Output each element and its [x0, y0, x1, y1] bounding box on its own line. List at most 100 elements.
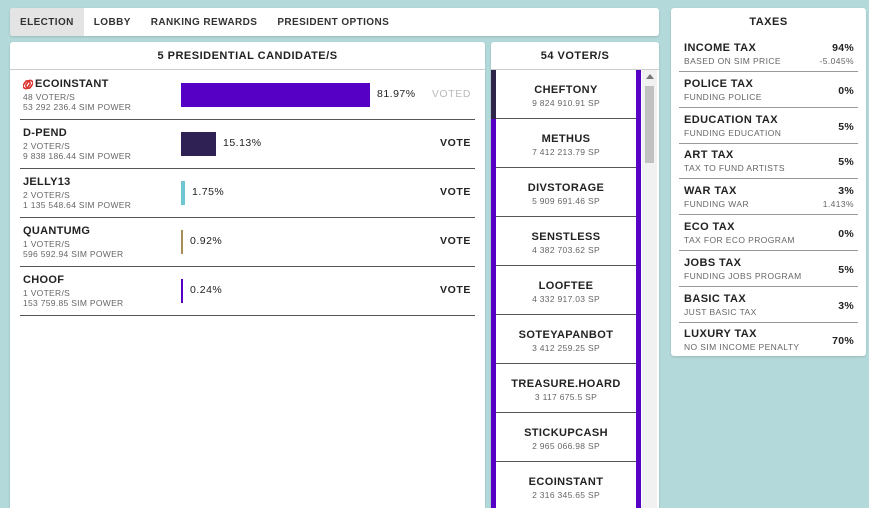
tax-row: ART TAX TAX TO FUND ARTISTS 5% — [679, 143, 858, 180]
tax-value: 0% — [838, 84, 854, 97]
tab-president-options[interactable]: PRESIDENT OPTIONS — [277, 16, 390, 28]
tab-ranking-rewards[interactable]: RANKING REWARDS — [150, 16, 258, 28]
candidate-name-text: ECOINSTANT — [35, 78, 109, 90]
vote-button[interactable]: VOTE — [440, 284, 471, 296]
candidate-voters: 1 VOTER/S — [23, 239, 71, 249]
voter-row[interactable]: DIVSTORAGE 5 909 691.46 SP — [496, 168, 636, 217]
tax-row: BASIC TAX JUST BASIC TAX 3% — [679, 287, 858, 323]
tab-lobby[interactable]: LOBBY — [93, 16, 131, 28]
voter-row[interactable]: STICKUPCASH 2 965 066.98 SP — [496, 413, 636, 462]
tax-description: TAX TO FUND ARTISTS — [684, 163, 785, 174]
voters-header: 54 VOTER/S — [491, 42, 659, 70]
voter-sp: 7 412 213.79 SP — [532, 147, 600, 157]
voter-name: TREASURE.HOARD — [511, 378, 621, 390]
candidate-name-text: D-PEND — [23, 127, 67, 139]
voter-strip-right — [636, 70, 641, 508]
voted-label: VOTED — [431, 88, 471, 100]
tax-name: POLICE TAX — [684, 77, 754, 90]
tax-description: NO SIM INCOME PENALTY — [684, 342, 800, 353]
tax-description: FUNDING EDUCATION — [684, 127, 782, 138]
candidate-name: CHOOF — [23, 274, 64, 286]
candidate-name: D-PEND — [23, 127, 67, 139]
candidate-row: ECOINSTANT 48 VOTER/S 53 292 236.4 SIM P… — [20, 71, 475, 120]
tax-value: 0% — [838, 228, 854, 240]
tax-description: FUNDING POLICE — [684, 91, 762, 102]
candidate-name-text: QUANTUMG — [23, 225, 91, 237]
tax-name: WAR TAX — [684, 185, 737, 198]
voter-row[interactable]: SOTEYAPANBOT 3 412 259.25 SP — [496, 315, 636, 364]
candidate-voters: 2 VOTER/S — [23, 190, 71, 200]
candidate-voters: 1 VOTER/S — [23, 288, 71, 298]
tax-description: FUNDING JOBS PROGRAM — [684, 270, 802, 281]
voter-sp: 4 332 917.03 SP — [532, 294, 600, 304]
tab-election[interactable]: ELECTION — [10, 8, 84, 36]
voter-name: CHEFTONY — [534, 84, 598, 96]
tax-row: POLICE TAX FUNDING POLICE 0% — [679, 72, 858, 108]
voter-row[interactable]: CHEFTONY 9 824 910.91 SP — [496, 70, 636, 119]
scroll-up-icon[interactable] — [646, 74, 654, 79]
candidate-percent: 81.97% — [377, 88, 416, 100]
tax-description: TAX FOR ECO PROGRAM — [684, 235, 795, 245]
candidate-name-text: JELLY13 — [23, 176, 71, 188]
tax-description: JUST BASIC TAX — [684, 306, 757, 317]
tax-name: JOBS TAX — [684, 256, 742, 269]
voter-sp: 2 316 345.65 SP — [532, 490, 600, 500]
voter-row[interactable]: TREASURE.HOARD 3 117 675.5 SP — [496, 364, 636, 413]
candidate-row: D-PEND 2 VOTER/S 9 838 186.44 SIM POWER … — [20, 120, 475, 169]
voter-sp: 9 824 910.91 SP — [532, 98, 600, 108]
candidate-percent: 0.92% — [190, 235, 223, 247]
candidate-bar — [181, 132, 216, 156]
voter-strip — [491, 70, 496, 508]
voter-row[interactable]: SENSTLESS 4 382 703.62 SP — [496, 217, 636, 266]
tax-name: EDUCATION TAX — [684, 113, 779, 126]
candidate-percent: 15.13% — [223, 137, 262, 149]
tax-name: INCOME TAX — [684, 42, 757, 54]
tab-bar: ELECTION LOBBY RANKING REWARDS PRESIDENT… — [10, 8, 659, 36]
tax-row: EDUCATION TAX FUNDING EDUCATION 5% — [679, 108, 858, 144]
candidate-name: JELLY13 — [23, 176, 71, 188]
tax-value: 5% — [838, 263, 854, 276]
tax-name: BASIC TAX — [684, 292, 747, 305]
voters-scrollbar[interactable] — [642, 70, 657, 508]
tax-name: ECO TAX — [684, 221, 735, 233]
voter-name: LOOFTEE — [538, 280, 594, 292]
voter-sp: 5 909 691.46 SP — [532, 196, 600, 206]
candidate-row: QUANTUMG 1 VOTER/S 596 592.94 SIM POWER … — [20, 218, 475, 267]
candidates-header: 5 PRESIDENTIAL CANDIDATE/S — [10, 42, 485, 70]
vote-button[interactable]: VOTE — [440, 137, 471, 149]
candidate-name-text: CHOOF — [23, 274, 65, 286]
tax-name: LUXURY TAX — [684, 328, 757, 341]
voter-strip-highlight — [491, 70, 496, 119]
voter-row[interactable]: ECOINSTANT 2 316 345.65 SP — [496, 462, 636, 508]
candidate-bar-track — [181, 230, 371, 254]
candidate-name: QUANTUMG — [23, 225, 90, 237]
tax-value: 70% — [832, 335, 854, 348]
voter-name: STICKUPCASH — [524, 427, 608, 439]
tax-name: ART TAX — [684, 149, 734, 162]
taxes-header: TAXES — [749, 16, 788, 28]
candidate-bar — [181, 181, 185, 205]
tax-description: FUNDING WAR — [684, 199, 749, 210]
tax-value: 3% — [838, 299, 854, 312]
voter-row[interactable]: METHUS 7 412 213.79 SP — [496, 119, 636, 168]
pin-icon — [23, 79, 33, 89]
candidate-voters: 48 VOTER/S — [23, 92, 76, 102]
candidate-bar-track — [181, 279, 371, 303]
tax-description: BASED ON SIM PRICE — [684, 56, 781, 66]
taxes-panel: TAXES INCOME TAX BASED ON SIM PRICE 94% … — [671, 8, 866, 356]
voter-name: ECOINSTANT — [528, 476, 604, 488]
candidate-bar — [181, 279, 183, 303]
candidate-power: 1 135 548.64 SIM POWER — [23, 200, 132, 210]
scroll-thumb[interactable] — [645, 86, 654, 163]
voters-list[interactable]: CHEFTONY 9 824 910.91 SP METHUS 7 412 21… — [491, 70, 659, 508]
tax-value: 94% — [832, 42, 854, 54]
candidate-power: 153 759.85 SIM POWER — [23, 298, 124, 308]
voter-row[interactable]: LOOFTEE 4 332 917.03 SP — [496, 266, 636, 315]
vote-button[interactable]: VOTE — [440, 186, 471, 198]
candidate-voters: 2 VOTER/S — [23, 141, 71, 151]
voter-name: METHUS — [541, 133, 591, 145]
vote-button[interactable]: VOTE — [440, 235, 471, 247]
candidate-row: JELLY13 2 VOTER/S 1 135 548.64 SIM POWER… — [20, 169, 475, 218]
voter-name: SENSTLESS — [531, 231, 601, 243]
candidate-row: CHOOF 1 VOTER/S 153 759.85 SIM POWER 0.2… — [20, 267, 475, 316]
